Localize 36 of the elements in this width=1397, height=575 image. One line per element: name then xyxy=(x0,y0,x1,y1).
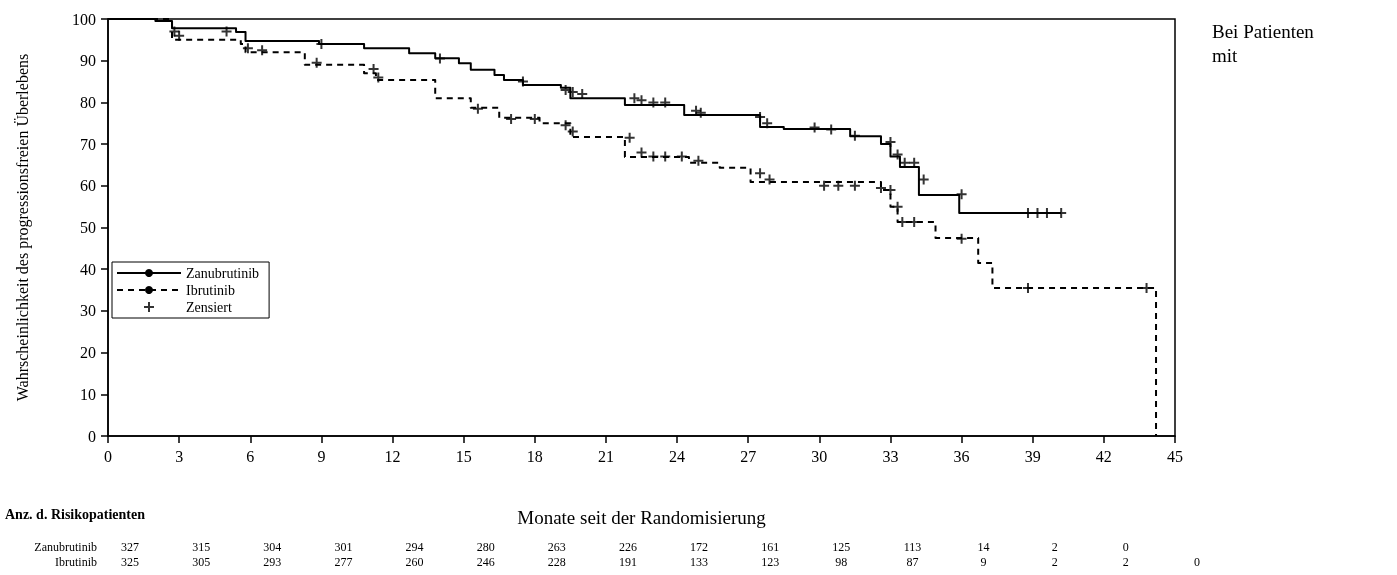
x-tick-label: 33 xyxy=(882,447,899,465)
y-axis-title: Wahrscheinlichkeit des progressionsfreien Überlebens xyxy=(13,53,32,402)
x-tick-label: 0 xyxy=(104,447,112,465)
x-tick-label: 42 xyxy=(1095,447,1112,465)
y-tick-label: 100 xyxy=(72,10,96,28)
y-tick-label: 80 xyxy=(80,93,96,111)
legend-label: Zensiert xyxy=(186,299,232,315)
x-tick-label: 39 xyxy=(1024,447,1041,465)
x-tick-label: 15 xyxy=(455,447,472,465)
x-tick-label: 27 xyxy=(740,447,757,465)
text: Ibrutinib 325 305 293 277 260 246 228 191 133 123 98 87 9 2 2 0 xyxy=(55,555,1200,569)
y-tick-label: 10 xyxy=(80,385,96,403)
y-tick-label: 50 xyxy=(80,219,96,236)
y-tick-label: 0 xyxy=(88,427,96,445)
x-tick-label: 21 xyxy=(597,447,614,465)
x-tick-label: 36 xyxy=(953,447,970,465)
x-tick-label: 12 xyxy=(384,447,401,465)
y-tick-label: 60 xyxy=(80,177,96,195)
legend-label: Ibrutinib xyxy=(186,282,235,298)
y-tick-label: 30 xyxy=(80,302,96,320)
y-tick-label: 90 xyxy=(80,52,96,70)
x-tick-label: 6 xyxy=(246,447,255,465)
legend-label: Zanubrutinib xyxy=(186,265,260,281)
text: Bei Patienten mit xyxy=(1212,20,1315,68)
y-tick-label: 70 xyxy=(80,135,96,153)
x-tick-label: 18 xyxy=(526,447,543,465)
x-tick-label: 3 xyxy=(175,447,184,465)
text: Anz. d. Risikopatienten xyxy=(5,506,146,522)
x-tick-label: 30 xyxy=(811,447,828,465)
x-tick-label: 9 xyxy=(317,447,326,465)
x-tick-label: 24 xyxy=(669,447,686,465)
text: Zanubrutinib 327 315 304 301 294 280 263 226 172 161 125 113 14 2 0 xyxy=(34,540,1129,554)
x-axis-title: Monate seit der Randomisierung xyxy=(517,507,767,528)
y-tick-label: 40 xyxy=(80,260,96,278)
x-tick-label: 45 xyxy=(1167,447,1183,465)
y-tick-label: 20 xyxy=(80,344,96,362)
